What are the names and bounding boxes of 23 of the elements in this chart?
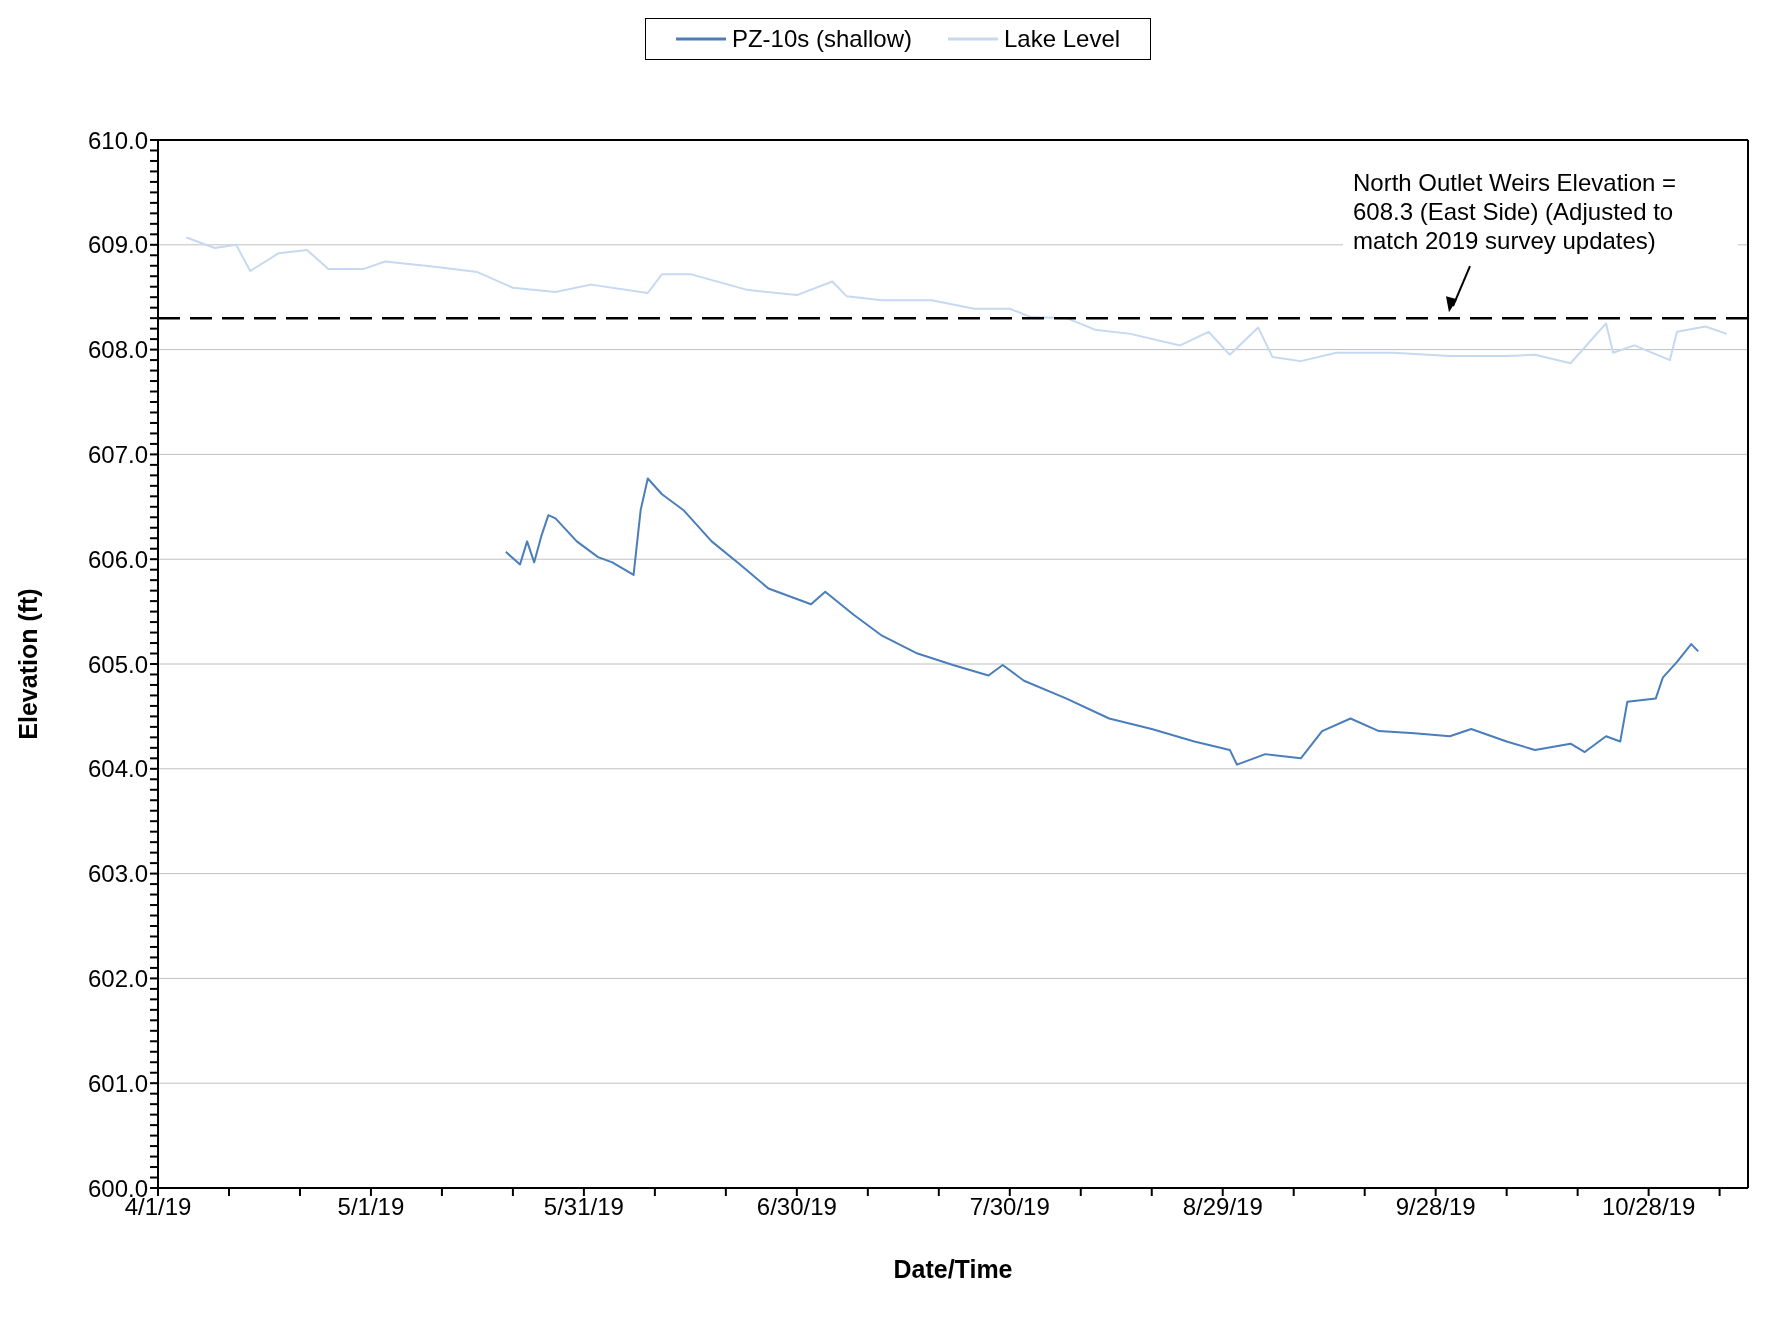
x-tick-label: 6/30/19: [756, 1193, 837, 1221]
x-tick-label: 10/28/19: [1601, 1193, 1696, 1221]
y-tick-label: 609.0: [87, 231, 148, 259]
y-tick-label: 610.0: [87, 126, 148, 154]
y-tick-label: 604.0: [87, 755, 148, 783]
x-tick-label: 9/28/19: [1395, 1193, 1476, 1221]
ref-line-label: North Outlet Weirs Elevation = 608.3 (East Side) (Adjusted to match 2019 survey updates): [1353, 169, 1677, 255]
line-series: [504, 477, 1700, 766]
y-tick-label: 603.0: [87, 860, 148, 888]
y-tick-label: 606.0: [87, 545, 148, 573]
y-tick-label: 605.0: [87, 650, 148, 678]
legend-label: Lake Level: [1002, 25, 1121, 53]
y-tick-label: 601.0: [87, 1069, 148, 1097]
y-axis-title: Elevation (ft): [13, 588, 42, 740]
x-axis-title: Date/Time: [893, 1255, 1013, 1283]
y-tick-label: 608.0: [87, 336, 148, 364]
x-tick-label: 5/31/19: [543, 1193, 624, 1221]
y-tick-label: 602.0: [87, 964, 148, 992]
x-tick-label: 8/29/19: [1182, 1193, 1263, 1221]
y-tick-label: 607.0: [87, 440, 148, 468]
legend-label: PZ-10s (shallow): [730, 25, 912, 53]
x-tick-label: 7/30/19: [969, 1193, 1050, 1221]
x-tick-label: 5/1/19: [337, 1193, 405, 1221]
